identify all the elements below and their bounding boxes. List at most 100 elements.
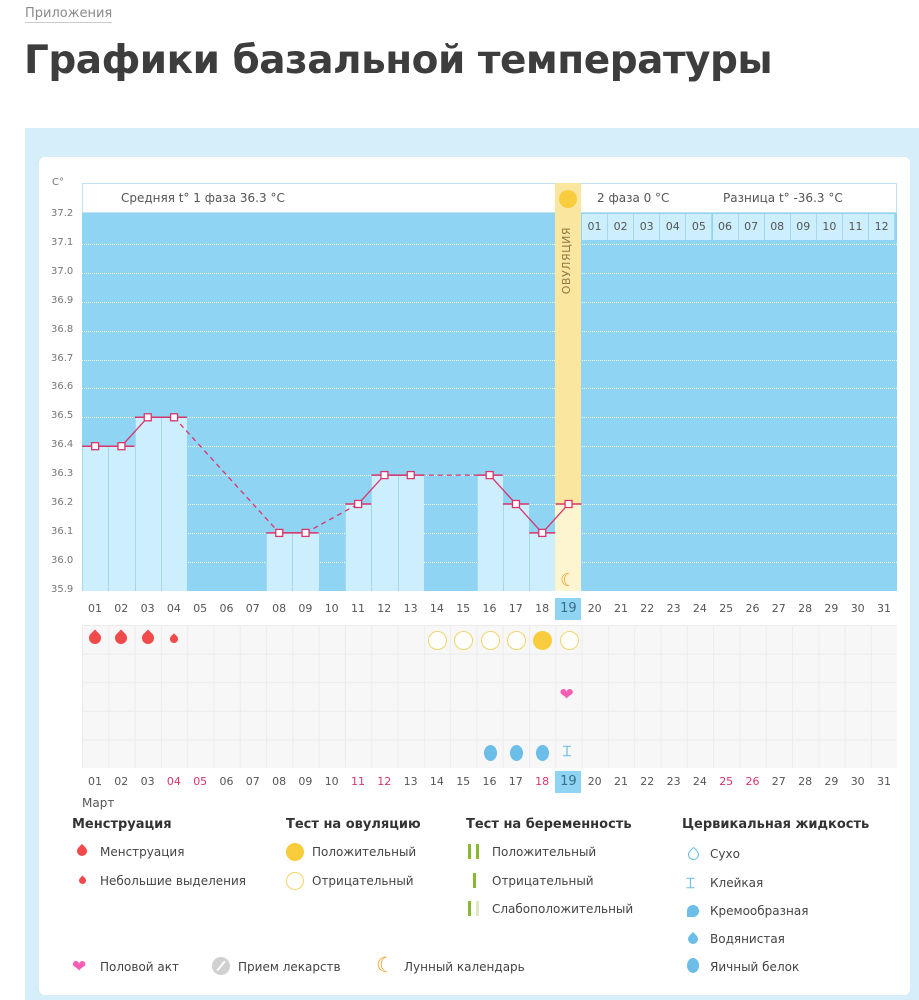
day-label[interactable]: 09	[298, 775, 313, 788]
day-label[interactable]: 28	[798, 775, 813, 788]
day-label[interactable]: 20	[587, 602, 602, 615]
day-label[interactable]: 29	[824, 775, 839, 788]
day-label[interactable]: 21	[614, 775, 628, 788]
day-label[interactable]: 29	[824, 602, 839, 615]
gridline	[82, 330, 897, 332]
legend-item: Отрицательный	[312, 874, 414, 888]
day-label[interactable]: 30	[850, 602, 865, 615]
day-label[interactable]: 26	[745, 602, 760, 615]
day-label[interactable]: 22	[640, 602, 655, 615]
breadcrumb-link[interactable]: Приложения	[25, 6, 113, 23]
temperature-bar[interactable]	[476, 475, 503, 591]
positive-line-icon	[468, 844, 471, 859]
day-label[interactable]: 05	[193, 775, 208, 788]
phase2-average: 2 фаза 0 °С	[597, 191, 670, 205]
legend-item: Кремообразная	[710, 904, 809, 918]
temperature-bar[interactable]	[397, 475, 424, 591]
legend-item: Положительный	[312, 845, 417, 859]
day-label[interactable]: 30	[850, 775, 865, 788]
day-label[interactable]: 08	[272, 775, 287, 788]
weak-line-icon	[468, 901, 471, 916]
day-label[interactable]: 11	[351, 602, 365, 615]
day-label[interactable]: 27	[771, 602, 786, 615]
day-label[interactable]: 02	[114, 775, 129, 788]
temperature-bar[interactable]	[266, 532, 293, 591]
day-label[interactable]: 01	[88, 775, 102, 788]
temperature-bar[interactable]	[292, 532, 319, 591]
day-label[interactable]: 17	[508, 602, 523, 615]
legend-item: Менструация	[100, 845, 185, 859]
day-label[interactable]: 16	[482, 775, 497, 788]
temperature-bar[interactable]	[134, 417, 161, 591]
legend-title-menstruation: Менструация	[72, 817, 172, 832]
negative-line-icon	[473, 873, 476, 888]
temperature-bar[interactable]	[529, 532, 556, 591]
day-label[interactable]: 14	[429, 775, 444, 788]
day-label[interactable]: 12	[377, 775, 392, 788]
day-label[interactable]: 26	[745, 775, 760, 788]
day-label[interactable]: 16	[482, 602, 497, 615]
day-label[interactable]: 18	[535, 775, 550, 788]
day-label[interactable]: 04	[166, 775, 181, 788]
day-label[interactable]: 11	[351, 775, 365, 788]
day-label[interactable]: 10	[324, 602, 339, 615]
phase2-day: 05	[686, 214, 713, 240]
day-label[interactable]: 22	[640, 775, 655, 788]
day-label[interactable]: 31	[877, 602, 891, 615]
day-label[interactable]: 25	[719, 775, 734, 788]
temperature-bar[interactable]	[160, 417, 188, 591]
day-label[interactable]: 28	[798, 602, 813, 615]
day-label[interactable]: 08	[272, 602, 287, 615]
day-label[interactable]: 07	[245, 775, 260, 788]
day-label[interactable]: 19	[555, 771, 582, 793]
day-label[interactable]: 06	[219, 775, 234, 788]
y-tick: 36.6	[51, 381, 74, 393]
day-label[interactable]: 07	[245, 602, 260, 615]
day-label[interactable]: 15	[456, 775, 471, 788]
egg-white-icon	[483, 745, 497, 761]
ovulation-lower	[555, 504, 581, 591]
phase2-day: 07	[738, 214, 765, 240]
day-label[interactable]: 25	[719, 602, 734, 615]
egg-white-icon	[536, 745, 550, 761]
day-label[interactable]: 31	[877, 775, 891, 788]
positive-circle-icon	[286, 843, 304, 861]
day-label[interactable]: 20	[587, 775, 602, 788]
day-label[interactable]: 05	[193, 602, 208, 615]
y-tick: 36.2	[51, 497, 74, 508]
moon-icon: ☾	[376, 953, 395, 977]
temperature-bar[interactable]	[82, 446, 109, 591]
temperature-bar[interactable]	[502, 504, 530, 591]
day-label[interactable]: 23	[666, 602, 681, 615]
y-tick: 36.7	[51, 352, 74, 364]
day-label[interactable]: 14	[429, 602, 444, 615]
day-label[interactable]: 18	[535, 602, 550, 615]
legend-item: Водянистая	[710, 932, 785, 946]
day-label[interactable]: 04	[166, 602, 181, 615]
day-label[interactable]: 15	[456, 602, 471, 615]
day-label[interactable]: 12	[377, 602, 392, 615]
day-label[interactable]: 13	[403, 602, 418, 615]
day-label[interactable]: 03	[140, 775, 155, 788]
day-label[interactable]: 09	[298, 602, 313, 615]
day-label[interactable]: 19	[555, 598, 582, 620]
day-label[interactable]: 01	[88, 602, 102, 615]
day-label[interactable]: 02	[114, 602, 129, 615]
gridline	[82, 243, 897, 245]
day-label[interactable]: 24	[692, 602, 707, 615]
y-tick: 37.1	[51, 236, 74, 248]
day-label[interactable]: 24	[692, 775, 707, 788]
day-label[interactable]: 03	[140, 602, 155, 615]
day-label[interactable]: 21	[614, 602, 628, 615]
temperature-bar[interactable]	[345, 504, 372, 591]
legend-item: Половой акт	[100, 960, 179, 974]
day-label[interactable]: 17	[508, 775, 523, 788]
day-label[interactable]: 10	[324, 775, 339, 788]
day-label[interactable]: 13	[403, 775, 418, 788]
day-label[interactable]: 06	[219, 602, 234, 615]
temperature-bar[interactable]	[108, 446, 135, 591]
day-label[interactable]: 27	[771, 775, 786, 788]
legend-item: Клейкая	[710, 876, 764, 890]
temperature-bar[interactable]	[371, 475, 398, 591]
day-label[interactable]: 23	[666, 775, 681, 788]
